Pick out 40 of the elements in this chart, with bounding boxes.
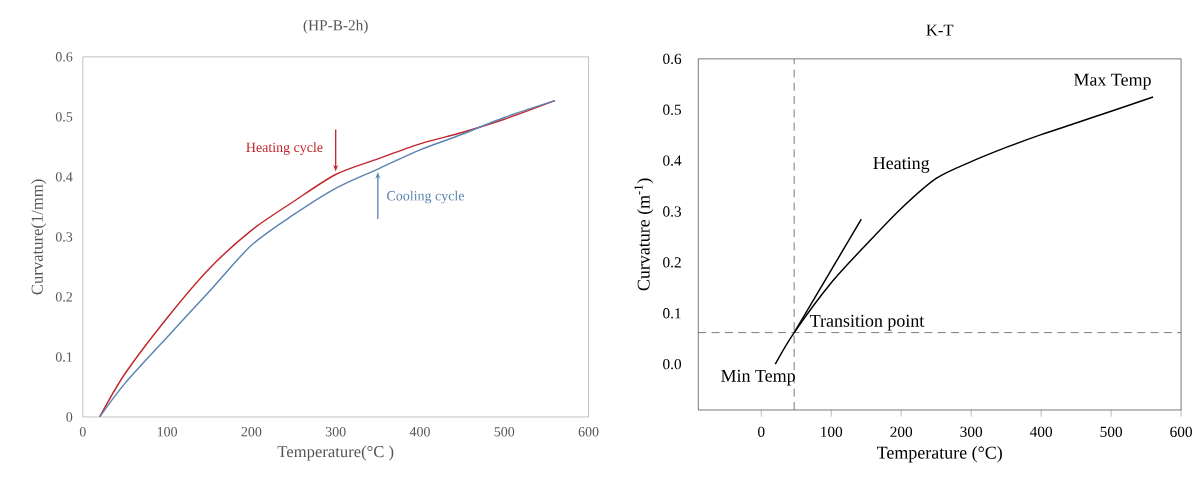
y-tick-label: 0.4 xyxy=(663,155,682,166)
x-tick-label: 0 xyxy=(758,426,765,438)
legend-label: Cooling cycle xyxy=(387,190,464,204)
y-tick-label: 0 xyxy=(66,412,73,422)
y-tick-label: 0.6 xyxy=(55,52,73,62)
annotation: Max Temp xyxy=(1074,73,1151,90)
series-label: Heating cycle xyxy=(246,142,323,155)
y-axis-title: Curvature(1/mm) xyxy=(31,179,47,295)
x-tick-label: 400 xyxy=(409,427,430,437)
y-tick-label: 0.1 xyxy=(663,308,681,319)
y-tick-label: 0.5 xyxy=(55,112,73,122)
y-tick-label: 0.3 xyxy=(55,232,73,242)
x-tick-label: 600 xyxy=(1170,426,1192,438)
x-tick-label: 300 xyxy=(960,426,983,438)
y-tick-label: 0.3 xyxy=(663,206,682,217)
x-tick-label: 500 xyxy=(494,427,515,437)
annotation: Min Temp xyxy=(721,369,795,386)
y-tick-label: 0.1 xyxy=(55,352,72,362)
y-tick-label: 0.5 xyxy=(663,104,682,116)
x-axis-title: Temperature(°C ) xyxy=(277,445,394,461)
chart-title: (HP-B-2h) xyxy=(303,19,368,34)
x-tick-label: 100 xyxy=(157,427,178,437)
x-tick-label: 100 xyxy=(821,426,843,438)
y-axis-title: Curvature (m$^{-1}$) xyxy=(634,178,654,291)
y-tick-label: 0.6 xyxy=(663,53,682,65)
x-tick-label: 600 xyxy=(578,427,599,437)
x-tick-label: 300 xyxy=(325,427,346,437)
x-tick-label: 0 xyxy=(79,427,86,437)
y-tick-label: 0.0 xyxy=(663,359,682,370)
x-tick-label: 200 xyxy=(241,427,262,437)
x-tick-label: 200 xyxy=(890,426,913,438)
chart-title: K-T xyxy=(926,24,954,36)
y-tick-label: 0.2 xyxy=(55,292,73,302)
x-axis-title: Temperature (°C) xyxy=(876,446,1002,463)
x-tick-label: 500 xyxy=(1100,426,1123,438)
annotation: Transition point xyxy=(810,314,925,331)
x-tick-label: 400 xyxy=(1029,426,1053,438)
y-tick-label: 0.2 xyxy=(663,257,681,268)
annotation: Heating xyxy=(873,157,930,173)
y-tick-label: 0.4 xyxy=(55,172,73,182)
